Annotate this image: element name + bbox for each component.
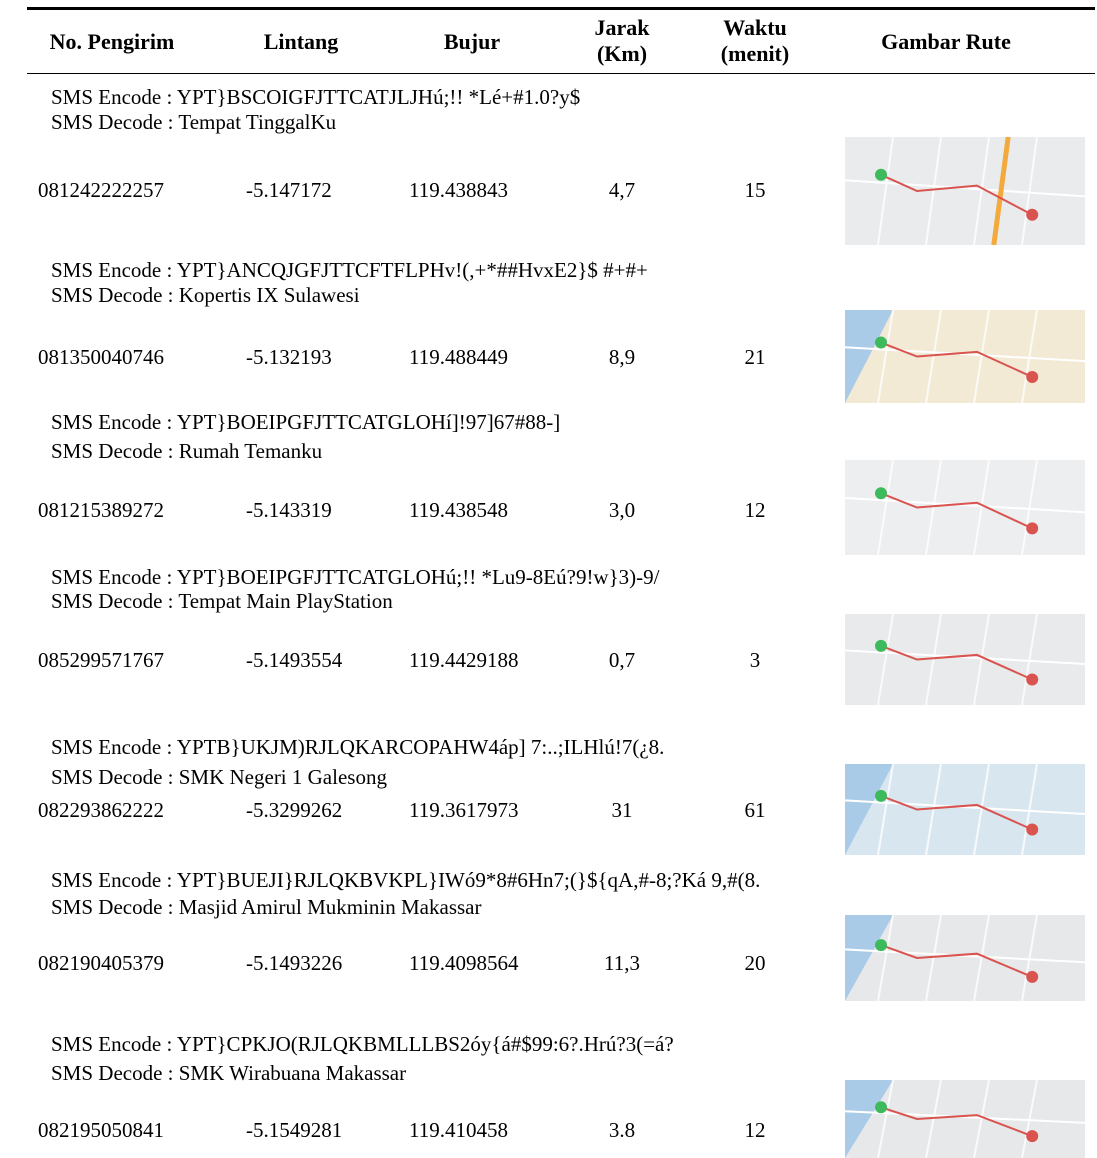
cell: 119.438843 (409, 178, 508, 202)
route-map (845, 310, 1085, 403)
sms-encode: SMS Encode : YPT}BOEIPGFJTTCATGLOHí]!97]… (51, 410, 560, 434)
sms-encode: SMS Encode : YPT}ANCQJGFJTTCFTFLPHv!(,+*… (51, 258, 648, 282)
route-map (845, 137, 1085, 245)
column-header: Lintang (264, 29, 339, 55)
sms-decode: SMS Decode : Masjid Amirul Mukminin Maka… (51, 895, 481, 919)
sms-decode: SMS Decode : Tempat Main PlayStation (51, 589, 393, 613)
cell: 081350040746 (38, 345, 164, 369)
cell: 082293862222 (38, 798, 164, 822)
cell: 119.3617973 (409, 798, 518, 822)
route-map (845, 460, 1085, 555)
cell: 8,9 (609, 345, 635, 369)
route-map (845, 915, 1085, 1001)
cell: 31 (612, 798, 633, 822)
sms-encode: SMS Encode : YPT}CPKJO(RJLQKBMLLLBS2óy{á… (51, 1032, 674, 1056)
route-map (845, 614, 1085, 705)
route-map (845, 1080, 1085, 1158)
sms-encode: SMS Encode : YPT}BUEJI}RJLQKBVKPL}IWó9*8… (51, 868, 760, 892)
route-map (845, 764, 1085, 855)
cell: 119.4429188 (409, 648, 518, 672)
cell: 11,3 (604, 951, 640, 975)
cell: 3,0 (609, 498, 635, 522)
sms-encode: SMS Encode : YPT}BSCOIGFJTTCATJLJHú;!! *… (51, 85, 580, 109)
sms-encode: SMS Encode : YPTB}UKJM)RJLQKARCOPAHW4áp]… (51, 735, 664, 759)
cell: 15 (745, 178, 766, 202)
cell: 61 (745, 798, 766, 822)
cell: 21 (745, 345, 766, 369)
cell: 3.8 (609, 1118, 635, 1142)
sms-decode: SMS Decode : Tempat TinggalKu (51, 110, 336, 134)
header-rule (27, 73, 1095, 74)
sms-decode: SMS Decode : SMK Wirabuana Makassar (51, 1061, 406, 1085)
cell: -5.1549281 (246, 1118, 342, 1142)
cell: 081215389272 (38, 498, 164, 522)
cell: 0,7 (609, 648, 635, 672)
cell: -5.3299262 (246, 798, 342, 822)
column-header: Waktu(menit) (721, 15, 789, 67)
column-header: Jarak(Km) (595, 15, 650, 67)
top-rule (27, 7, 1095, 10)
cell: -5.132193 (246, 345, 332, 369)
column-header: No. Pengirim (50, 29, 175, 55)
cell: 4,7 (609, 178, 635, 202)
cell: -5.1493226 (246, 951, 342, 975)
cell: 119.410458 (409, 1118, 508, 1142)
cell: 085299571767 (38, 648, 164, 672)
cell: 20 (745, 951, 766, 975)
cell: 3 (750, 648, 761, 672)
page: {"table": { "header": ["No. Pengirim", "… (0, 0, 1097, 1158)
cell: 119.4098564 (409, 951, 518, 975)
column-header: Gambar Rute (881, 29, 1011, 55)
cell: 082190405379 (38, 951, 164, 975)
cell: 12 (745, 1118, 766, 1142)
cell: 082195050841 (38, 1118, 164, 1142)
cell: -5.143319 (246, 498, 332, 522)
cell: -5.1493554 (246, 648, 342, 672)
cell: 081242222257 (38, 178, 164, 202)
column-header: Bujur (444, 29, 500, 55)
cell: 119.438548 (409, 498, 508, 522)
cell: 12 (745, 498, 766, 522)
sms-decode: SMS Decode : SMK Negeri 1 Galesong (51, 765, 387, 789)
sms-decode: SMS Decode : Rumah Temanku (51, 439, 322, 463)
sms-encode: SMS Encode : YPT}BOEIPGFJTTCATGLOHú;!! *… (51, 565, 660, 589)
cell: -5.147172 (246, 178, 332, 202)
cell: 119.488449 (409, 345, 508, 369)
sms-decode: SMS Decode : Kopertis IX Sulawesi (51, 283, 360, 307)
